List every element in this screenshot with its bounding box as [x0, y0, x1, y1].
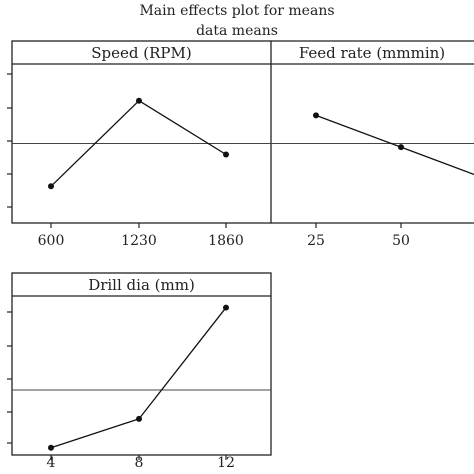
- series-line: [50, 307, 227, 449]
- panel-0: Speed (RPM) 600 1230 1860: [7, 40, 272, 249]
- panel-frame: [11, 272, 272, 456]
- data-point: [223, 304, 229, 311]
- panel-frame: [11, 40, 272, 224]
- data-point: [136, 415, 142, 422]
- strip-label: Feed rate (mmmin): [299, 44, 445, 62]
- data-point: [48, 183, 54, 190]
- x-tick-label: 1860: [208, 233, 244, 249]
- strip-label: Drill dia (mm): [88, 276, 195, 294]
- x-tick-label: 1230: [121, 233, 157, 249]
- data-point: [223, 151, 229, 158]
- panel-2: Drill dia (mm) 4 8 12: [7, 272, 272, 471]
- x-tick-label: 600: [38, 233, 65, 249]
- strip-label: Speed (RPM): [91, 44, 191, 62]
- chart-subtitle: data means: [196, 23, 278, 39]
- x-tick-label: 8: [135, 455, 144, 471]
- x-tick-label: 12: [217, 455, 235, 471]
- data-point: [136, 97, 142, 104]
- panels-group: Speed (RPM) 600 1230 1860 Feed rate (mmmin) 2…: [7, 40, 474, 471]
- data-point: [313, 112, 319, 119]
- x-tick-label: 25: [307, 233, 325, 249]
- series-line: [315, 114, 474, 176]
- data-point: [48, 444, 54, 451]
- chart-title: Main effects plot for means: [139, 3, 334, 19]
- x-tick-label: 4: [47, 455, 56, 471]
- x-tick-label: 50: [392, 233, 410, 249]
- panel-1: Feed rate (mmmin) 25 50: [271, 40, 474, 249]
- data-point: [398, 144, 404, 151]
